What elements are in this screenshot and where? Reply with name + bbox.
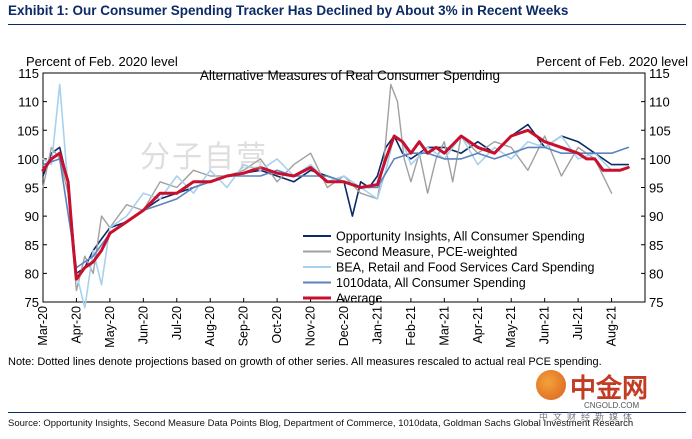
x-tick-label: Aug-20 xyxy=(203,306,217,346)
y-tick-label-right: 75 xyxy=(649,295,663,310)
line-chart: Percent of Feb. 2020 level Percent of Fe… xyxy=(17,54,688,348)
x-axis-ticks: Mar-20 Apr-20 May-20 Jun-20 Jul-20 Aug-20 Sep-… xyxy=(36,298,619,348)
right-axis-label: Percent of Feb. 2020 level xyxy=(536,54,688,69)
y-tick-label-left: 105 xyxy=(17,123,39,138)
x-tick-label: Jan-21 xyxy=(370,306,384,344)
x-tick-label: Apr-21 xyxy=(471,306,485,344)
x-tick-label: Oct-20 xyxy=(270,306,284,344)
y-tick-label-right: 105 xyxy=(649,123,671,138)
chart-title: Alternative Measures of Real Consumer Sp… xyxy=(200,68,500,83)
x-tick-label: Dec-20 xyxy=(337,306,351,346)
x-tick-label: May-21 xyxy=(504,306,518,348)
x-tick-label: Mar-21 xyxy=(437,306,451,346)
y-tick-label-left: 110 xyxy=(18,95,39,110)
y-tick-label-right: 90 xyxy=(649,209,663,224)
cngold-logo: 中金网 CNGOLD.COM 中文财经新媒体 xyxy=(536,370,686,423)
watermark: 分子自营 xyxy=(140,140,268,175)
chart-note: Note: Dotted lines denote projections ba… xyxy=(8,356,602,368)
logo-mark-icon xyxy=(536,370,566,400)
source-text: Source: Opportunity Insights, Second Mea… xyxy=(8,418,634,429)
title-rule xyxy=(8,24,686,25)
logo-subtitle: 中文财经新媒体 xyxy=(539,413,638,423)
legend: Opportunity Insights, All Consumer Spend… xyxy=(303,230,595,306)
y-tick-label-left: 80 xyxy=(25,266,39,281)
x-tick-label: Feb-21 xyxy=(404,306,418,346)
y-tick-label-left: 95 xyxy=(25,181,39,196)
legend-label: Second Measure, PCE-weighted xyxy=(336,245,517,259)
legend-label: Average xyxy=(336,292,382,306)
series-line xyxy=(42,83,613,309)
y-axis-ticks: 75 75 80 80 85 85 90 90 95 95 100 100 105 105 110 110 11… xyxy=(17,66,670,310)
x-tick-label: Aug-21 xyxy=(605,306,619,346)
y-tick-label-left: 85 xyxy=(25,238,39,253)
y-tick-label-right: 80 xyxy=(649,266,663,281)
y-tick-label-left: 115 xyxy=(18,66,39,81)
x-tick-label: Apr-20 xyxy=(69,306,83,344)
x-tick-label: Jun-20 xyxy=(136,306,150,344)
x-tick-label: Jun-21 xyxy=(538,306,552,344)
source-rule xyxy=(8,412,686,413)
y-tick-label-left: 90 xyxy=(25,209,39,224)
legend-label: BEA, Retail and Food Services Card Spend… xyxy=(336,261,595,275)
legend-label: 1010data, All Consumer Spending xyxy=(336,276,526,290)
x-tick-label: Jul-20 xyxy=(170,306,184,340)
y-tick-label-right: 100 xyxy=(649,152,671,167)
series-line xyxy=(41,128,630,281)
x-tick-label: May-20 xyxy=(103,306,117,348)
y-tick-label-right: 115 xyxy=(649,66,670,81)
x-tick-label: Sep-20 xyxy=(237,306,251,346)
y-tick-label-left: 75 xyxy=(25,295,39,310)
x-tick-label: Mar-20 xyxy=(36,306,50,346)
exhibit-title: Exhibit 1: Our Consumer Spending Tracker… xyxy=(8,3,569,18)
series-layer xyxy=(41,83,630,309)
y-tick-label-left: 100 xyxy=(17,152,39,167)
y-tick-label-right: 85 xyxy=(649,238,663,253)
x-tick-label: Jul-21 xyxy=(571,306,585,340)
left-axis-label: Percent of Feb. 2020 level xyxy=(26,54,178,69)
x-tick-label: Nov-20 xyxy=(304,306,318,346)
legend-label: Opportunity Insights, All Consumer Spend… xyxy=(336,230,585,244)
logo-domain: CNGOLD.COM xyxy=(584,401,640,410)
logo-name: 中金网 xyxy=(570,374,649,404)
y-tick-label-right: 95 xyxy=(649,181,663,196)
y-tick-label-right: 110 xyxy=(649,95,670,110)
